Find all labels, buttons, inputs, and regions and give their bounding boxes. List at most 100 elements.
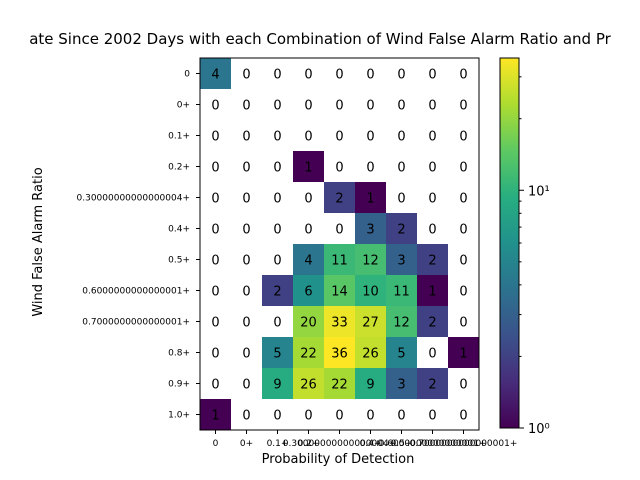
cell-value-label: 0 xyxy=(428,130,436,145)
cell-value-label: 0 xyxy=(459,409,467,424)
heatmap-cell xyxy=(386,244,417,275)
cell-value-label: 0 xyxy=(211,378,219,393)
heatmap-cell xyxy=(355,213,386,244)
cell-value-label: 0 xyxy=(459,130,467,145)
cell-value-label: 2 xyxy=(273,285,281,300)
y-tick-label: 1.0+ xyxy=(168,411,190,421)
cell-value-label: 0 xyxy=(459,378,467,393)
cell-value-label: 4 xyxy=(304,254,312,269)
x-tick-label: 0.7000000000000001+ xyxy=(410,439,518,449)
colorbar-gradient xyxy=(499,57,520,429)
x-tick-label: 0.5+ xyxy=(391,439,413,449)
cell-value-label: 0 xyxy=(242,192,250,207)
cell-value-label: 0 xyxy=(304,223,312,238)
heatmap-cell xyxy=(355,275,386,306)
cell-value-label: 0 xyxy=(397,99,405,114)
cell-value-label: 0 xyxy=(459,161,467,176)
cell-value-label: 9 xyxy=(273,378,281,393)
heatmap-cell xyxy=(386,213,417,244)
cell-value-label: 0 xyxy=(304,192,312,207)
cell-value-label: 0 xyxy=(242,68,250,83)
cell-value-label: 0 xyxy=(428,192,436,207)
heatmap-cell xyxy=(324,275,355,306)
heatmap-cell xyxy=(417,275,448,306)
y-tick-label: 0.2+ xyxy=(168,163,190,173)
cell-value-label: 11 xyxy=(393,285,410,300)
cell-value-label: 0 xyxy=(273,192,281,207)
heatmap-cell xyxy=(386,275,417,306)
cell-value-label: 0 xyxy=(397,192,405,207)
colorbar-tick-label: 10⁰ xyxy=(528,422,550,437)
cell-value-label: 0 xyxy=(242,378,250,393)
cell-value-label: 0 xyxy=(397,68,405,83)
cell-value-label: 22 xyxy=(300,347,317,362)
cell-value-label: 0 xyxy=(335,223,343,238)
cell-value-label: 0 xyxy=(428,347,436,362)
cell-value-label: 22 xyxy=(331,378,348,393)
heatmap-cell xyxy=(386,337,417,368)
cell-value-label: 0 xyxy=(211,99,219,114)
cell-value-label: 0 xyxy=(459,316,467,331)
cell-value-label: 2 xyxy=(335,192,343,207)
cell-value-label: 0 xyxy=(459,68,467,83)
cell-value-label: 14 xyxy=(331,285,348,300)
cell-value-label: 0 xyxy=(459,223,467,238)
cell-value-label: 0 xyxy=(397,130,405,145)
cell-value-label: 1 xyxy=(211,409,219,424)
x-tick-label: 0.4+ xyxy=(360,439,382,449)
heatmap-cell xyxy=(324,182,355,213)
y-axis-label: Wind False Alarm Ratio xyxy=(31,167,46,316)
cell-value-label: 0 xyxy=(211,192,219,207)
heatmap-cell xyxy=(262,337,293,368)
cell-value-label: 11 xyxy=(331,254,348,269)
cell-value-label: 2 xyxy=(428,316,436,331)
cell-value-label: 27 xyxy=(362,316,379,331)
cell-value-label: 0 xyxy=(366,161,374,176)
cell-value-label: 0 xyxy=(366,68,374,83)
cell-value-label: 0 xyxy=(459,254,467,269)
y-tick-label: 0.7000000000000001+ xyxy=(82,318,190,328)
cell-value-label: 5 xyxy=(397,347,405,362)
cell-value-label: 0 xyxy=(242,347,250,362)
heatmap-cell xyxy=(262,275,293,306)
cell-value-label: 12 xyxy=(362,254,379,269)
cell-value-label: 1 xyxy=(304,161,312,176)
cell-value-label: 0 xyxy=(428,409,436,424)
cell-value-label: 0 xyxy=(242,130,250,145)
cell-value-label: 0 xyxy=(366,130,374,145)
heatmap-cell xyxy=(386,368,417,399)
heatmap-cell xyxy=(417,368,448,399)
heatmap-cell xyxy=(293,337,324,368)
cell-value-label: 0 xyxy=(335,161,343,176)
heatmap-cell xyxy=(293,306,324,337)
heatmap-cell xyxy=(293,368,324,399)
cell-value-label: 0 xyxy=(428,68,436,83)
cell-value-label: 1 xyxy=(428,285,436,300)
heatmap-cell xyxy=(293,151,324,182)
cell-value-label: 26 xyxy=(362,347,379,362)
cell-value-label: 0 xyxy=(273,130,281,145)
cell-value-label: 12 xyxy=(393,316,410,331)
cell-value-label: 0 xyxy=(304,130,312,145)
cell-value-label: 10 xyxy=(362,285,379,300)
y-tick-label: 0.6000000000000001+ xyxy=(82,287,190,297)
cell-value-label: 1 xyxy=(366,192,374,207)
heatmap-cell xyxy=(293,275,324,306)
y-tick-label: 0 xyxy=(184,70,190,80)
heatmap-cell xyxy=(355,368,386,399)
heatmap-cell xyxy=(417,244,448,275)
cell-value-label: 0 xyxy=(211,347,219,362)
cell-value-label: 0 xyxy=(335,409,343,424)
cell-value-label: 0 xyxy=(273,223,281,238)
colorbar: 10⁰ 10¹ xyxy=(499,57,550,437)
cell-value-label: 0 xyxy=(211,161,219,176)
cell-value-label: 0 xyxy=(335,68,343,83)
cell-value-label: 0 xyxy=(428,161,436,176)
x-tick-label: 0.6000000000000001+ xyxy=(379,439,487,449)
y-tick-label: 0+ xyxy=(177,101,190,111)
x-tick-label: 0+ xyxy=(240,439,253,449)
cell-value-label: 0 xyxy=(242,409,250,424)
heatmap-cell xyxy=(355,182,386,213)
cell-value-label: 3 xyxy=(366,223,374,238)
heatmap-cell xyxy=(200,399,231,430)
